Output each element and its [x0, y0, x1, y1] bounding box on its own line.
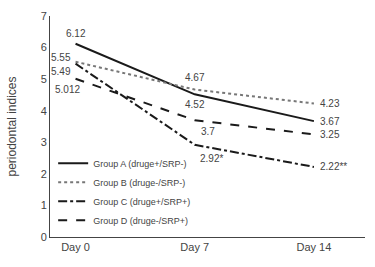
- svg-text:7: 7: [41, 10, 47, 22]
- svg-text:6.12: 6.12: [66, 28, 86, 39]
- svg-text:Group A (druge+/SRP-): Group A (druge+/SRP-): [93, 159, 186, 169]
- svg-text:1: 1: [41, 199, 47, 211]
- svg-text:6: 6: [41, 41, 47, 53]
- svg-text:5.49: 5.49: [51, 66, 71, 77]
- svg-text:5.012: 5.012: [55, 84, 80, 95]
- svg-text:3.25: 3.25: [320, 129, 340, 140]
- svg-text:2.22**: 2.22**: [320, 161, 347, 172]
- svg-text:3.67: 3.67: [320, 116, 340, 127]
- svg-text:Day 14: Day 14: [296, 241, 331, 253]
- svg-text:2.92*: 2.92*: [200, 153, 223, 164]
- svg-text:5.55: 5.55: [51, 52, 71, 63]
- svg-text:Group C (druge+/SRP+): Group C (druge+/SRP+): [93, 197, 190, 207]
- svg-text:Group D (druge-/SRP+): Group D (druge-/SRP+): [93, 216, 188, 226]
- svg-text:3: 3: [41, 136, 47, 148]
- svg-text:4: 4: [41, 105, 47, 117]
- svg-text:2: 2: [41, 168, 47, 180]
- svg-text:0: 0: [41, 231, 47, 243]
- svg-text:4.23: 4.23: [320, 98, 340, 109]
- svg-text:periodontal indices: periodontal indices: [5, 76, 19, 176]
- svg-text:5: 5: [41, 73, 47, 85]
- svg-text:3.7: 3.7: [201, 126, 215, 137]
- svg-text:Group B (druge-/SRP-): Group B (druge-/SRP-): [93, 178, 185, 188]
- svg-text:Day 0: Day 0: [61, 241, 90, 253]
- svg-text:4.67: 4.67: [185, 72, 205, 83]
- svg-text:Day 7: Day 7: [180, 241, 209, 253]
- svg-text:4.52: 4.52: [185, 99, 205, 110]
